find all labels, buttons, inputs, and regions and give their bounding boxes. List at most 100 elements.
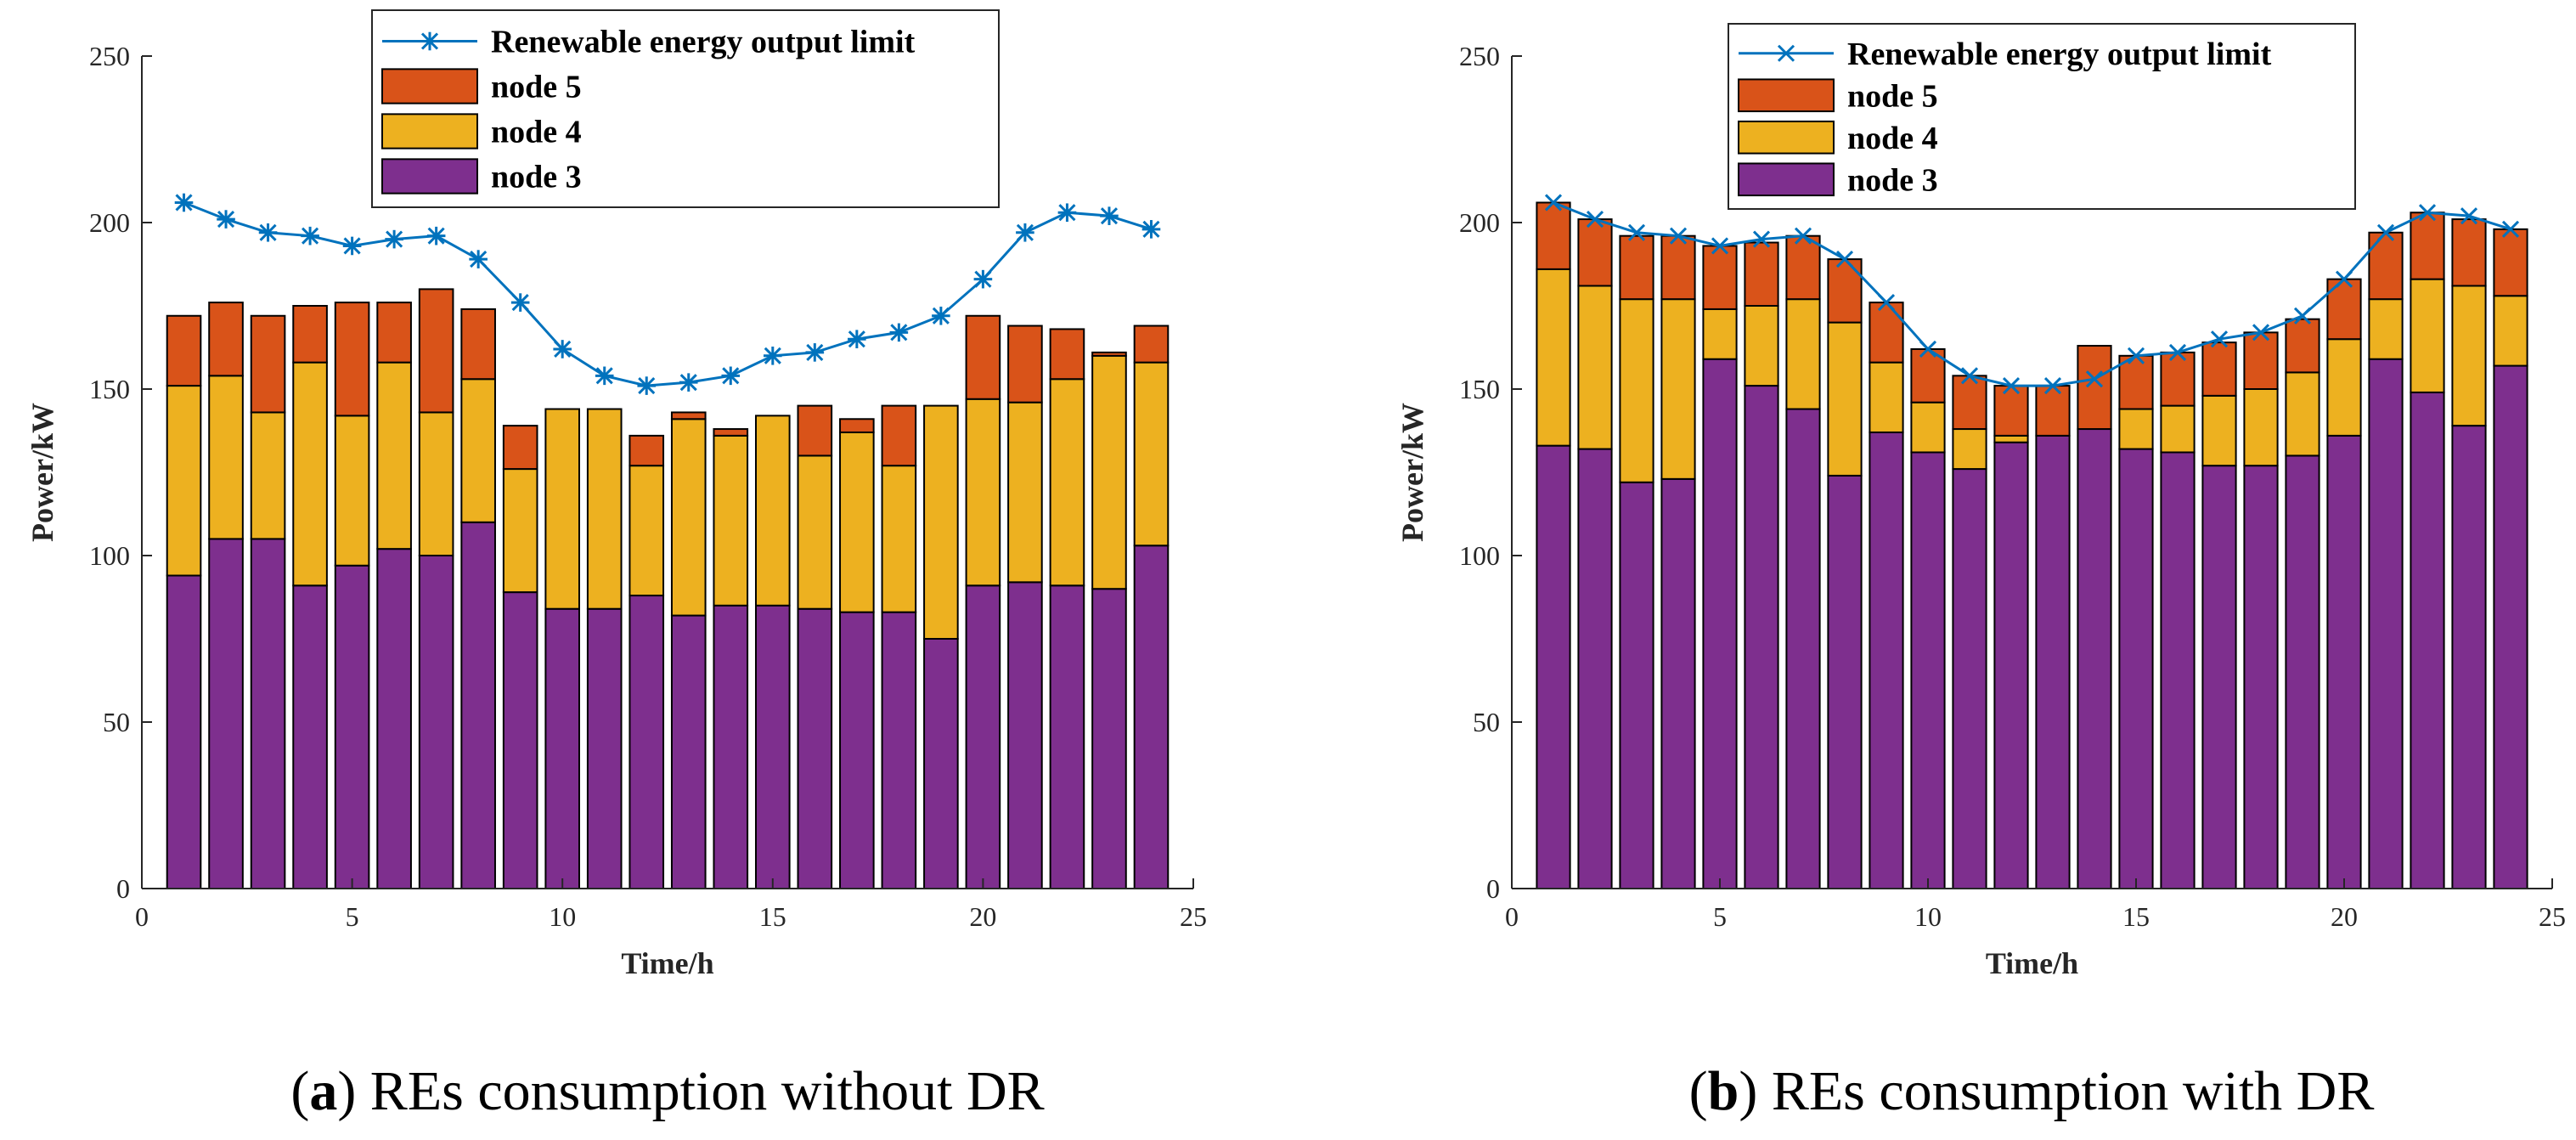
bar-node4-t4 <box>1660 298 1696 480</box>
bar-node5-t23 <box>1091 351 1127 357</box>
bar-node3-t20 <box>965 584 1001 890</box>
bar-node5-t9 <box>1869 302 1904 364</box>
bar-node3-t9 <box>1869 431 1904 889</box>
bar-node3-t7 <box>1785 408 1821 889</box>
limit-marker-t18 <box>889 323 909 342</box>
bar-node5-t2 <box>1577 218 1613 287</box>
bar-node5-t15 <box>2118 354 2154 410</box>
x-axis-label: Time/h <box>621 946 713 980</box>
limit-marker-t8 <box>469 250 488 268</box>
y-axis-label: Power/kW <box>1395 403 1429 542</box>
limit-marker-t21 <box>2376 223 2395 241</box>
x-tick-label: 10 <box>1914 901 1942 932</box>
legend-marker-icon <box>1777 44 1795 62</box>
bar-node5-t17 <box>2201 341 2237 397</box>
legend-label: node 4 <box>1847 121 1938 156</box>
bar-node3-t16 <box>797 607 833 889</box>
bar-node4-t22 <box>1049 378 1085 587</box>
bar-node3-t16 <box>2160 451 2196 889</box>
bar-node5-t12 <box>628 434 665 467</box>
bar-node3-t8 <box>460 521 496 889</box>
y-tick-label: 0 <box>1486 873 1500 904</box>
bar-node4-t16 <box>797 454 833 610</box>
limit-marker-t16 <box>2168 343 2187 361</box>
limit-marker-t9 <box>1877 294 1896 312</box>
limit-marker-t20 <box>973 269 993 289</box>
bar-node4-t17 <box>839 431 875 613</box>
bar-node5-t5 <box>334 302 370 417</box>
bar-node4-t23 <box>1091 354 1127 590</box>
legend-marker-icon <box>420 31 439 51</box>
bar-node3-t21 <box>1007 581 1043 889</box>
bar-node3-t23 <box>2451 425 2487 889</box>
bar-node5-t16 <box>2160 351 2196 407</box>
limit-marker-t24 <box>1141 220 1161 239</box>
bar-node3-t12 <box>628 595 665 889</box>
bar-node3-t11 <box>586 607 623 889</box>
bar-node3-t13 <box>670 614 707 889</box>
bar-node5-t3 <box>1619 234 1654 301</box>
bar-node4-t3 <box>1619 298 1654 483</box>
bar-node3-t4 <box>1660 477 1696 890</box>
legend-label: node 5 <box>1847 78 1938 114</box>
bar-node5-t5 <box>1702 245 1738 310</box>
bar-node3-t1 <box>1536 444 1571 889</box>
bar-node3-t4 <box>292 584 328 890</box>
limit-marker-t15 <box>764 347 782 365</box>
bar-node4-t21 <box>1007 401 1043 584</box>
bar-node4-t17 <box>2201 394 2237 467</box>
limit-marker-t3 <box>1627 223 1646 241</box>
bar-node4-t20 <box>2326 338 2362 437</box>
x-tick-label: 25 <box>1180 901 1207 932</box>
bar-node4-t5 <box>334 415 370 567</box>
bar-node4-t20 <box>965 398 1001 587</box>
limit-marker-t12 <box>2002 377 2021 395</box>
legend-label: node 5 <box>491 70 582 105</box>
chart-panel-a: 0 5 10 15 20 25050100150200250Time/hPower/kWR… <box>25 9 1207 1122</box>
bar-node5-t1 <box>166 314 202 387</box>
limit-marker-t9 <box>510 293 530 312</box>
limit-marker-t5 <box>1711 237 1729 255</box>
limit-marker-t23 <box>2460 207 2478 225</box>
limit-marker-t13 <box>679 373 698 392</box>
bar-node5-t7 <box>418 288 454 414</box>
limit-marker-t22 <box>2418 204 2437 222</box>
bar-node5-t19 <box>2285 318 2320 374</box>
bar-node3-t19 <box>923 638 959 889</box>
bar-node3-t12 <box>1993 441 2029 889</box>
bar-node5-t14 <box>2077 345 2112 431</box>
bar-node3-t6 <box>1744 385 1779 889</box>
legend-label: node 3 <box>491 160 582 195</box>
bar-node3-t3 <box>250 538 286 890</box>
limit-line <box>1553 201 2511 387</box>
bar-node3-t20 <box>2326 434 2362 889</box>
limit-marker-t14 <box>721 366 741 386</box>
bar-node5-t14 <box>713 428 749 437</box>
chart-caption: (b) REs consumption with DR <box>1689 1060 2375 1122</box>
bar-node3-t10 <box>1910 451 1946 889</box>
bar-node5-t18 <box>2243 331 2279 390</box>
x-tick-label: 0 <box>135 901 149 932</box>
bar-node4-t6 <box>376 361 412 550</box>
bar-node5-t2 <box>208 302 244 377</box>
bar-node4-t16 <box>2160 404 2196 454</box>
y-tick-label: 100 <box>89 540 130 571</box>
bar-node4-t10 <box>1910 401 1946 454</box>
x-tick-label: 20 <box>2331 901 2358 932</box>
bar-node5-t17 <box>839 418 875 433</box>
bar-node3-t1 <box>166 574 202 890</box>
bar-node4-t15 <box>2118 408 2154 450</box>
limit-marker-t4 <box>1669 227 1688 245</box>
y-axis-label: Power/kW <box>25 403 59 542</box>
limit-marker-t14 <box>2085 370 2104 388</box>
y-tick-label: 100 <box>1459 540 1500 571</box>
limit-marker-t6 <box>385 229 403 249</box>
bar-node4-t18 <box>2243 388 2279 467</box>
bar-node4-t6 <box>1744 305 1779 387</box>
bar-node3-t22 <box>2410 391 2445 890</box>
limit-marker-t15 <box>2127 347 2145 364</box>
legend-label: Renewable energy output limit <box>491 25 916 60</box>
y-tick-label: 200 <box>89 207 130 238</box>
bar-node3-t24 <box>1133 545 1170 889</box>
